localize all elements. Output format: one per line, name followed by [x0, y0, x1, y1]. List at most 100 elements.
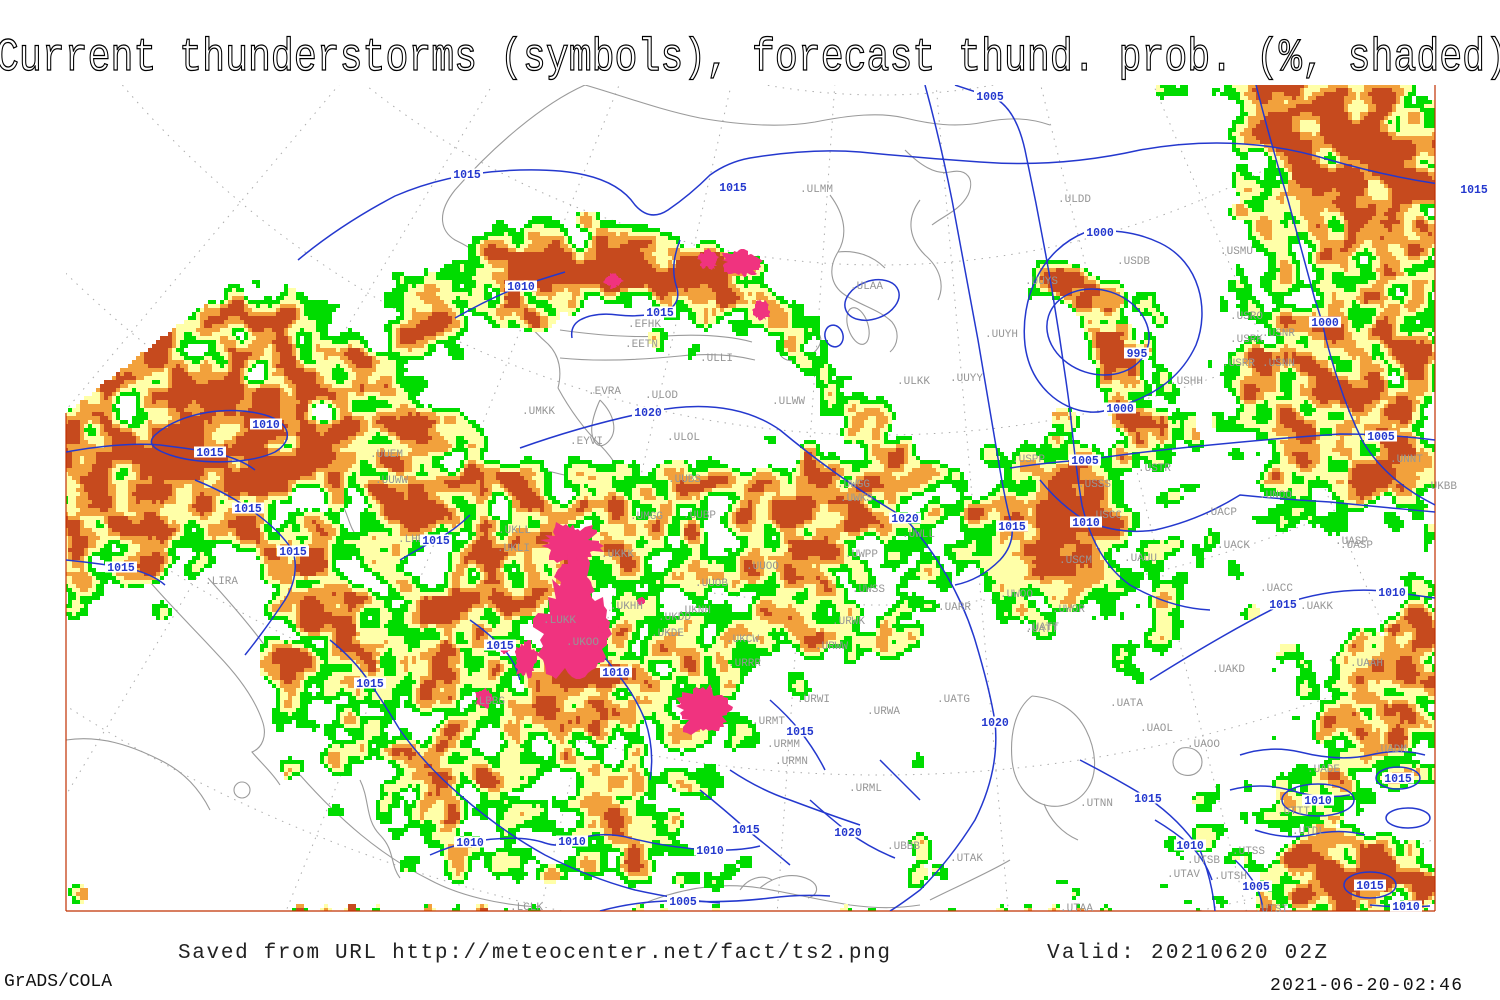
- svg-text:.URWI: .URWI: [797, 694, 830, 706]
- svg-text:.USDB: .USDB: [1117, 256, 1150, 268]
- svg-text:.UKKK: .UKKK: [601, 549, 634, 561]
- svg-text:Current thunderstorms (symbols: Current thunderstorms (symbols), forecas…: [0, 32, 1500, 84]
- svg-text:2021-06-20-02:46: 2021-06-20-02:46: [1270, 976, 1462, 996]
- svg-text:.LUKK: .LUKK: [543, 615, 576, 627]
- svg-text:.USNN: .USNN: [1262, 358, 1295, 370]
- svg-text:1010: 1010: [1378, 587, 1406, 600]
- svg-text:.UATT: .UATT: [1026, 622, 1059, 634]
- svg-text:.UUYS: .UUYS: [1025, 276, 1058, 288]
- svg-text:.USNR: .USNR: [1262, 328, 1295, 340]
- svg-text:1015: 1015: [486, 640, 514, 653]
- svg-text:1015: 1015: [279, 546, 307, 559]
- svg-text:1015: 1015: [422, 535, 450, 548]
- svg-text:1000: 1000: [1106, 403, 1134, 416]
- svg-text:.LIRA: .LIRA: [205, 576, 238, 588]
- svg-text:1005: 1005: [1071, 455, 1099, 468]
- svg-text:1005: 1005: [1367, 431, 1395, 444]
- svg-text:1020: 1020: [634, 407, 662, 420]
- svg-text:.UACK: .UACK: [1217, 540, 1250, 552]
- svg-text:.UKLI: .UKLI: [497, 543, 530, 555]
- svg-text:1015: 1015: [1134, 793, 1162, 806]
- svg-text:.UWLL: .UWLL: [902, 529, 935, 541]
- svg-text:.USHH: .USHH: [1170, 376, 1203, 388]
- svg-text:.URWA: .URWA: [867, 706, 900, 718]
- svg-text:.ULAA: .ULAA: [850, 281, 883, 293]
- svg-text:.UWOR: .UWOR: [1052, 604, 1085, 616]
- svg-text:.UNNT: .UNNT: [1390, 454, 1423, 466]
- svg-text:.UADM: .UADM: [1374, 744, 1407, 756]
- svg-text:.USRR: .USRR: [1222, 358, 1255, 370]
- svg-text:1020: 1020: [891, 513, 919, 526]
- svg-text:.UTSH: .UTSH: [1214, 871, 1247, 883]
- svg-text:.LBBG: .LBBG: [472, 696, 505, 708]
- svg-text:.UKDD: .UKDD: [658, 612, 691, 624]
- svg-text:.UADE: .UADE: [1307, 764, 1340, 776]
- svg-text:1000: 1000: [1311, 317, 1339, 330]
- svg-text:.UACP: .UACP: [1204, 507, 1237, 519]
- svg-text:.UTAA: .UTAA: [1060, 903, 1093, 915]
- svg-text:.USTR: .USTR: [1138, 463, 1171, 475]
- svg-text:.UWGG: .UWGG: [837, 479, 870, 491]
- svg-text:1005: 1005: [1242, 881, 1270, 894]
- svg-text:.UUWW: .UUWW: [375, 475, 408, 487]
- svg-text:1020: 1020: [834, 827, 862, 840]
- svg-text:.UWSS: .UWSS: [852, 584, 885, 596]
- svg-text:.UAAH: .UAAH: [1350, 658, 1383, 670]
- svg-text:.UTAK: .UTAK: [950, 853, 983, 865]
- svg-text:.LCLK: .LCLK: [510, 902, 543, 914]
- svg-text:.ULMM: .ULMM: [800, 184, 833, 196]
- svg-text:Valid: 20210620 02Z: Valid: 20210620 02Z: [1047, 942, 1327, 965]
- svg-text:.URMN: .URMN: [775, 756, 808, 768]
- svg-text:.UAOL: .UAOL: [1140, 723, 1173, 735]
- svg-text:1010: 1010: [1304, 795, 1332, 808]
- svg-text:.UUOO: .UUOO: [746, 561, 779, 573]
- svg-text:1010: 1010: [696, 845, 724, 858]
- svg-text:.ULOL: .ULOL: [667, 432, 700, 444]
- svg-text:Saved from URL http://meteocen: Saved from URL http://meteocenter.net/fa…: [178, 942, 890, 965]
- svg-text:.UTDL: .UTDL: [1292, 826, 1325, 838]
- svg-text:1015: 1015: [1356, 880, 1384, 893]
- svg-text:.URRR: .URRR: [728, 658, 761, 670]
- svg-text:.USMU: .USMU: [1220, 246, 1253, 258]
- svg-text:1015: 1015: [646, 307, 674, 320]
- svg-text:1010: 1010: [558, 836, 586, 849]
- svg-text:.UUEM: .UUEM: [370, 449, 403, 461]
- svg-text:.EETN: .EETN: [625, 339, 658, 351]
- svg-text:.URMT: .URMT: [752, 716, 785, 728]
- svg-text:.UWPP: .UWPP: [845, 549, 878, 561]
- svg-text:.URWW: .URWW: [815, 641, 848, 653]
- svg-text:1010: 1010: [1176, 840, 1204, 853]
- svg-text:.UWKS: .UWKS: [840, 493, 873, 505]
- svg-text:.UBBB: .UBBB: [887, 841, 920, 853]
- svg-text:.URWK: .URWK: [832, 616, 865, 628]
- svg-text:1015: 1015: [1269, 599, 1297, 612]
- svg-text:1010: 1010: [456, 837, 484, 850]
- svg-text:.USRK: .USRK: [1230, 334, 1263, 346]
- svg-text:.UTSB: .UTSB: [1187, 855, 1220, 867]
- svg-text:.UARR: .UARR: [938, 602, 971, 614]
- svg-text:1010: 1010: [602, 667, 630, 680]
- svg-text:.UAKK: .UAKK: [1300, 601, 1333, 613]
- svg-text:.UAKD: .UAKD: [1212, 664, 1245, 676]
- svg-text:995: 995: [1127, 348, 1148, 361]
- svg-text:.UUOB: .UUOB: [695, 578, 728, 590]
- svg-text:1015: 1015: [786, 726, 814, 739]
- svg-text:.UKBB: .UKBB: [1424, 481, 1457, 493]
- svg-text:.EVRA: .EVRA: [588, 386, 621, 398]
- svg-text:GrADS/COLA: GrADS/COLA: [4, 972, 112, 992]
- svg-text:.UATG: .UATG: [937, 694, 970, 706]
- svg-text:.UMGG: .UMGG: [630, 511, 663, 523]
- svg-text:1015: 1015: [356, 678, 384, 691]
- svg-text:1015: 1015: [234, 503, 262, 516]
- svg-text:.ULWW: .ULWW: [772, 396, 805, 408]
- svg-text:1020: 1020: [981, 717, 1009, 730]
- svg-text:.ULLI: .ULLI: [700, 353, 733, 365]
- svg-text:.UAUU: .UAUU: [1124, 553, 1157, 565]
- svg-text:.USRO: .USRO: [1230, 311, 1263, 323]
- svg-text:.UATA: .UATA: [1110, 698, 1143, 710]
- svg-text:.UUYY: .UUYY: [950, 373, 983, 385]
- svg-text:.UASP: .UASP: [1335, 536, 1368, 548]
- svg-text:.UTNN: .UTNN: [1080, 798, 1113, 810]
- svg-text:.UAOO: .UAOO: [1187, 739, 1220, 751]
- svg-text:.ULKK: .ULKK: [897, 376, 930, 388]
